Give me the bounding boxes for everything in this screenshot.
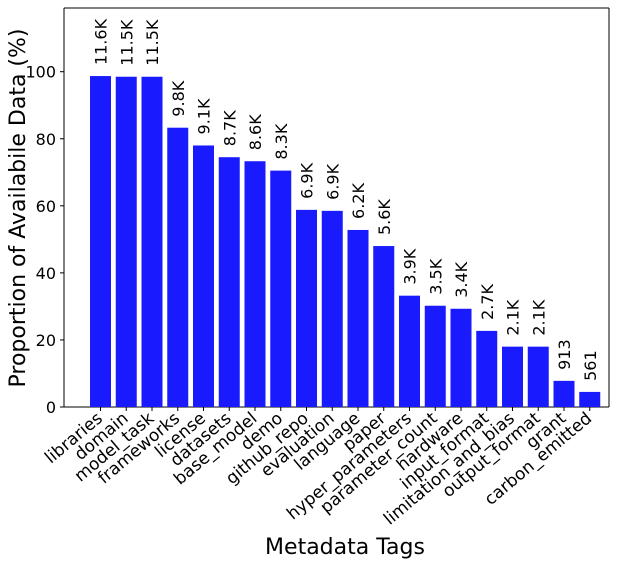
bar-license (193, 145, 214, 407)
y-tick-label: 0 (46, 398, 56, 417)
bar-output_format (527, 346, 549, 407)
bar-carbon_emitted (579, 391, 601, 407)
data-label-grant: 913 (555, 339, 574, 370)
data-label-base_model: 8.6K (246, 114, 265, 150)
y-tick-label: 40 (36, 264, 56, 283)
data-label-limitation_and_bias: 2.1K (504, 299, 523, 335)
bar-grant (553, 380, 575, 407)
y-tick-label: 60 (36, 197, 56, 216)
bar-frameworks (167, 127, 189, 407)
bar-parameter_count (424, 305, 446, 407)
bar-language (347, 229, 369, 407)
bar-limitation_and_bias (502, 346, 523, 407)
bar-domain (115, 76, 137, 408)
bar-evaluation (321, 210, 343, 407)
bar-input_format (476, 330, 498, 407)
data-label-input_format: 2.7K (478, 283, 497, 319)
data-labels-group: 11.6K 11.5K 11.5K 9.8K 9.1K 8.7K 8.6K 8.3K 6.9K 6… (92, 18, 600, 380)
bar-hyper_parameters (399, 295, 420, 407)
data-label-domain: 11.5K (117, 19, 136, 66)
data-label-github_repo: 6.9K (298, 162, 317, 198)
y-axis-title: Proportion of Availabile Data (%) (6, 29, 31, 388)
data-label-license: 9.1K (195, 98, 214, 134)
x-axis-title: Metadata Tags (265, 535, 425, 560)
bar-base_model (244, 161, 266, 407)
data-label-demo: 8.3K (272, 123, 291, 159)
bar-datasets (218, 157, 240, 407)
data-label-model_task: 11.5K (143, 19, 162, 66)
y-axis-ticks: 0 20 40 60 80 100 (25, 63, 64, 417)
bar-model_task (141, 76, 163, 408)
data-label-parameter_count: 3.5K (426, 258, 445, 294)
y-tick-label: 20 (36, 331, 56, 350)
data-label-output_format: 2.1K (529, 299, 548, 335)
bar-demo (270, 170, 292, 407)
data-label-hyper_parameters: 3.9K (401, 248, 420, 284)
data-label-evaluation: 6.9K (323, 163, 342, 199)
y-tick-label: 80 (36, 130, 56, 149)
bars-group (90, 76, 601, 408)
bar-libraries (90, 76, 111, 407)
x-axis-ticks: librariesdomainmodel_taskframeworkslicen… (41, 407, 596, 529)
bar-paper (373, 246, 395, 407)
y-tick-label: 100 (25, 63, 56, 82)
data-label-paper: 5.6K (375, 199, 394, 235)
bar-github_repo (296, 209, 317, 407)
data-label-datasets: 8.7K (220, 110, 239, 146)
data-label-hardware: 3.4K (452, 261, 471, 297)
data-label-frameworks: 9.8K (169, 80, 188, 116)
data-label-language: 6.2K (349, 183, 368, 219)
data-label-carbon_emitted: 561 (581, 350, 600, 381)
data-label-libraries: 11.6K (92, 18, 111, 65)
bar-hardware (450, 308, 472, 407)
